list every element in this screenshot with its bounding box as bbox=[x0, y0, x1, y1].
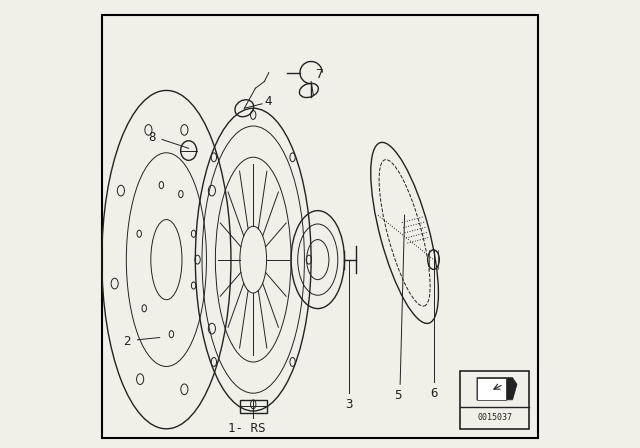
Bar bbox=[460, 371, 529, 429]
Polygon shape bbox=[477, 378, 517, 400]
FancyBboxPatch shape bbox=[102, 15, 538, 438]
Text: 6: 6 bbox=[430, 387, 437, 400]
Text: 1- RS: 1- RS bbox=[228, 422, 266, 435]
Text: 3: 3 bbox=[345, 398, 353, 411]
Text: 7: 7 bbox=[316, 69, 323, 82]
Text: 4: 4 bbox=[264, 95, 272, 108]
Text: 0015037: 0015037 bbox=[477, 413, 512, 422]
Polygon shape bbox=[477, 378, 506, 400]
Text: 8: 8 bbox=[148, 131, 156, 144]
Text: 2: 2 bbox=[124, 336, 131, 349]
Text: 5: 5 bbox=[394, 389, 402, 402]
